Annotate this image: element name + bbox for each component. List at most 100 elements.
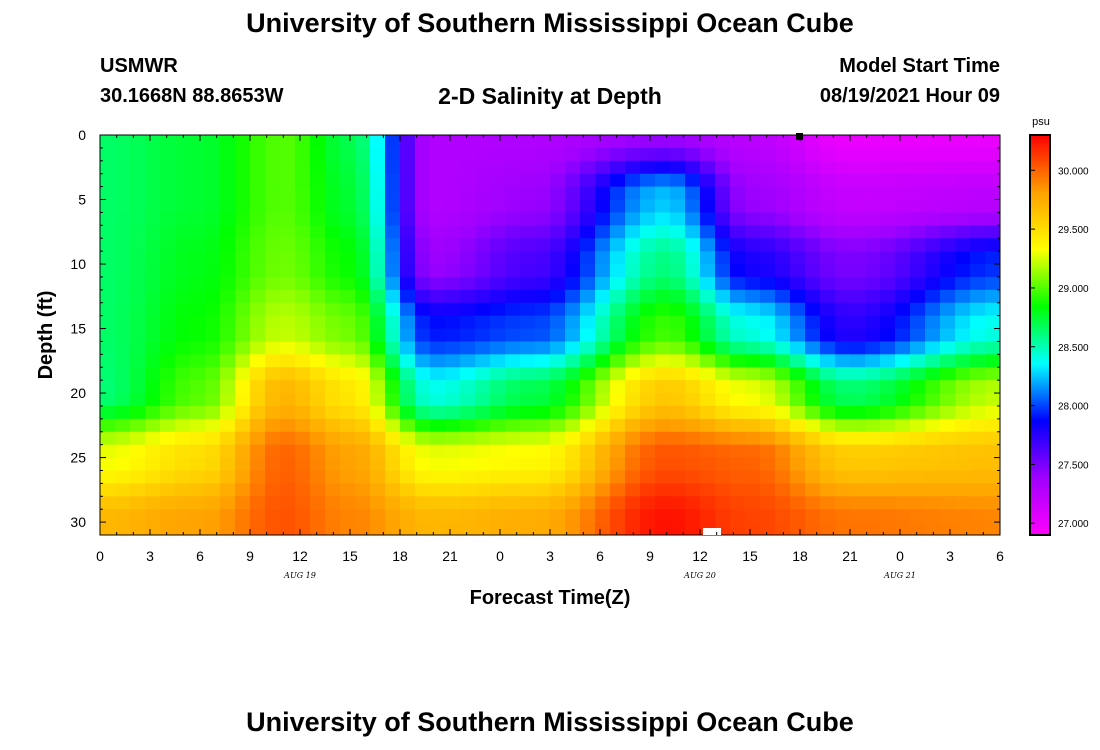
heatmap-cell (580, 405, 596, 420)
heatmap-cell (235, 186, 251, 201)
heatmap-cell (505, 238, 521, 252)
heatmap-cell (355, 251, 371, 265)
heatmap-cell (160, 135, 176, 149)
heatmap-cell (130, 457, 146, 472)
heatmap-cell (415, 418, 431, 433)
heatmap-cell (475, 160, 491, 175)
heatmap-cell (340, 496, 356, 510)
heatmap-cell (340, 276, 356, 291)
heatmap-cell (430, 483, 446, 497)
heatmap-cell (640, 186, 656, 201)
heatmap-cell (340, 212, 356, 226)
heatmap-cell (400, 289, 416, 304)
heatmap-cell (775, 405, 791, 420)
heatmap-cell (550, 160, 566, 175)
heatmap-cell (595, 496, 611, 510)
heatmap-cell (565, 186, 581, 201)
x-tick-label: 21 (842, 548, 858, 564)
heatmap-cell (475, 470, 491, 484)
heatmap-cell (895, 380, 911, 394)
heatmap-cell (685, 173, 701, 188)
heatmap-cell (745, 483, 761, 497)
heatmap-cell (775, 483, 791, 497)
heatmap-cell (640, 405, 656, 420)
heatmap-cell (580, 444, 596, 459)
heatmap-cell (490, 160, 506, 175)
heatmap-cell (655, 509, 671, 523)
heatmap-cell (835, 418, 851, 433)
heatmap-cell (235, 135, 251, 149)
heatmap-cell (160, 264, 176, 278)
heatmap-cell (340, 199, 356, 214)
heatmap-cell (505, 160, 521, 175)
heatmap-cell (220, 431, 236, 446)
heatmap-cell (880, 354, 896, 368)
heatmap-cell (355, 470, 371, 484)
heatmap-cell (265, 496, 281, 510)
heatmap-cell (505, 522, 521, 535)
heatmap-cell (985, 380, 1000, 394)
heatmap-cell (550, 315, 566, 330)
heatmap-cell (700, 199, 716, 214)
heatmap-cell (730, 199, 746, 214)
heatmap-cell (595, 160, 611, 175)
heatmap-cell (715, 496, 731, 510)
heatmap-cell (520, 315, 536, 330)
heatmap-cell (730, 380, 746, 394)
heatmap-cell (595, 328, 611, 343)
heatmap-cell (355, 315, 371, 330)
heatmap-cell (610, 289, 626, 304)
heatmap-cell (850, 238, 866, 252)
heatmap-cell (820, 457, 836, 472)
heatmap-cell (400, 431, 416, 446)
heatmap-cell (805, 354, 821, 368)
heatmap-cell (235, 367, 251, 381)
heatmap-cell (820, 431, 836, 446)
heatmap-cell (100, 315, 116, 330)
heatmap-cell (910, 496, 926, 510)
heatmap-cell (835, 199, 851, 214)
heatmap-cell (640, 225, 656, 239)
heatmap-cell (295, 509, 311, 523)
heatmap-cell (445, 444, 461, 459)
heatmap-cell (190, 328, 206, 343)
heatmap-cell (940, 135, 956, 149)
y-tick-label: 25 (70, 450, 86, 466)
heatmap-cell (850, 380, 866, 394)
heatmap-cell (625, 405, 641, 420)
heatmap-cell (760, 405, 776, 420)
heatmap-cell (760, 186, 776, 201)
heatmap-cell (865, 315, 881, 330)
heatmap-cell (295, 186, 311, 201)
heatmap-cell (730, 522, 746, 535)
heatmap-cell (850, 199, 866, 214)
heatmap-cell (460, 212, 476, 226)
heatmap-cell (985, 367, 1000, 381)
heatmap-cell (880, 522, 896, 535)
heatmap-cell (820, 135, 836, 149)
heatmap-cell (325, 470, 341, 484)
heatmap-cell (250, 380, 266, 394)
heatmap-cell (760, 238, 776, 252)
heatmap-cell (535, 393, 551, 407)
heatmap-cell (850, 289, 866, 304)
heatmap-cell (760, 173, 776, 188)
heatmap-cell (805, 186, 821, 201)
heatmap-cell (640, 302, 656, 317)
heatmap-cell (355, 444, 371, 459)
heatmap-cell (520, 470, 536, 484)
heatmap-cell (835, 238, 851, 252)
heatmap-cell (655, 186, 671, 201)
heatmap-cell (970, 238, 986, 252)
heatmap-cell (220, 354, 236, 368)
heatmap-cell (985, 186, 1000, 201)
heatmap-cell (880, 238, 896, 252)
heatmap-cell (190, 380, 206, 394)
heatmap-cell (475, 302, 491, 317)
heatmap-cell (520, 276, 536, 291)
heatmap-cell (535, 367, 551, 381)
heatmap-cell (340, 418, 356, 433)
heatmap-cell (595, 341, 611, 355)
heatmap-cell (955, 522, 971, 535)
heatmap-cell (775, 135, 791, 149)
